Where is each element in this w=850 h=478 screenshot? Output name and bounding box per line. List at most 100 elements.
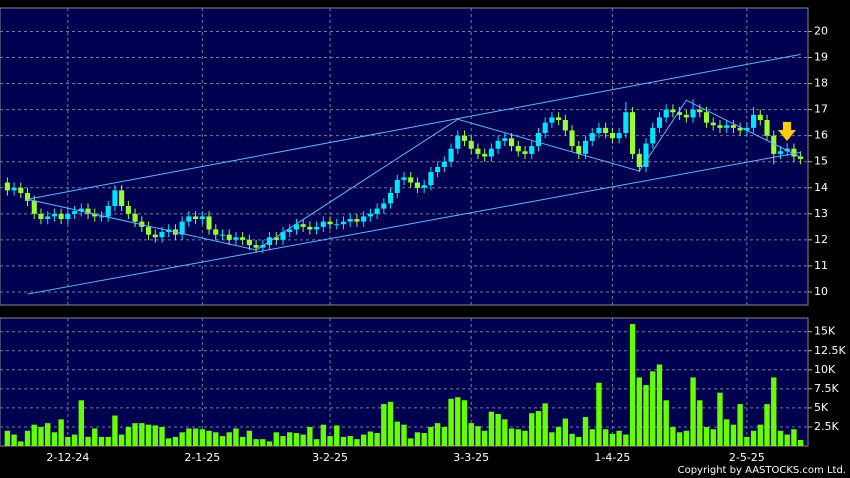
y-tick-label: 11	[814, 259, 828, 272]
volume-bar	[78, 400, 84, 446]
y-tick-label: 19	[814, 51, 828, 64]
y-tick-label: 7.5K	[814, 382, 839, 395]
candle-body	[31, 200, 37, 214]
candle-body	[482, 153, 488, 157]
candle-body	[468, 140, 474, 149]
candle-body	[730, 125, 736, 128]
candle-body	[636, 153, 642, 167]
volume-bar	[502, 419, 508, 446]
candle-body	[327, 221, 333, 225]
volume-bar	[199, 429, 206, 446]
volume-bar	[4, 430, 11, 446]
candle-body	[401, 177, 407, 180]
y-tick-label: 16	[814, 129, 828, 142]
volume-bar	[293, 433, 300, 446]
volume-bar	[300, 434, 306, 446]
candle-body	[4, 182, 10, 191]
candle-body	[132, 213, 138, 222]
candle-body	[65, 213, 71, 220]
volume-bar	[226, 432, 232, 446]
volume-bar	[166, 438, 172, 446]
volume-bar	[757, 424, 763, 446]
candle-body	[381, 203, 387, 209]
candle-body	[340, 221, 347, 225]
volume-bar	[650, 371, 656, 446]
volume-bar	[367, 431, 374, 446]
volume-bar	[266, 441, 273, 446]
arrow-icon	[778, 122, 796, 141]
volume-bar	[522, 430, 528, 446]
candle-body	[475, 148, 481, 154]
volume-bar	[408, 438, 414, 446]
volume-bar	[239, 436, 246, 446]
x-tick-label: 2-5-25	[729, 451, 765, 464]
candle-body	[798, 156, 804, 160]
volume-bar	[448, 398, 454, 446]
volume-bar	[118, 434, 125, 446]
volume-bar	[85, 436, 91, 446]
volume-bar	[797, 439, 804, 446]
candle-body	[105, 206, 111, 217]
volume-bar	[475, 426, 481, 446]
volume-bar	[38, 426, 44, 446]
volume-bar	[360, 434, 367, 446]
volume-bar	[334, 425, 340, 446]
volume-bar	[192, 428, 199, 446]
volume-bar	[629, 324, 636, 446]
candle-body	[710, 122, 716, 126]
volume-bar	[508, 428, 515, 446]
volume-bar	[488, 411, 495, 446]
volume-bar	[663, 400, 669, 446]
candle-body	[441, 161, 447, 167]
candle-body	[556, 117, 562, 121]
y-tick-label: 12.5K	[814, 344, 846, 357]
volume-bar	[461, 400, 468, 446]
candle-body	[522, 151, 528, 154]
candle-body	[11, 187, 17, 191]
volume-bar	[421, 433, 427, 446]
candle-body	[777, 151, 784, 154]
volume-bar	[387, 401, 394, 446]
volume-bar	[374, 433, 380, 446]
volume-bar	[354, 439, 360, 446]
volume-bar	[105, 436, 111, 446]
volume-bar	[555, 426, 562, 446]
volume-bar	[569, 433, 575, 446]
volume-bar	[690, 377, 696, 446]
candle-body	[18, 187, 24, 193]
volume-bar	[724, 419, 730, 446]
candle-body	[724, 125, 730, 128]
candle-body	[388, 192, 394, 204]
candle-body	[677, 112, 683, 115]
candle-body	[240, 237, 246, 240]
candle-body	[98, 216, 105, 218]
volume-bar	[24, 430, 31, 446]
volume-bar	[602, 429, 609, 446]
volume-bar	[656, 364, 663, 446]
volume-bar	[18, 441, 24, 446]
volume-bar	[549, 432, 555, 446]
volume-bar	[784, 434, 790, 446]
candle-body	[119, 190, 125, 206]
volume-bar	[213, 432, 219, 446]
volume-bar	[764, 404, 770, 446]
y-tick-label: 2.5K	[814, 420, 839, 433]
candle-body	[576, 146, 582, 154]
trend-line	[27, 53, 801, 200]
candle-body	[582, 140, 589, 154]
candle-body	[72, 211, 78, 214]
candle-body	[320, 221, 326, 227]
y-tick-label: 12	[814, 233, 828, 246]
candle-body	[273, 237, 279, 240]
volume-bar	[313, 439, 320, 446]
volume-bar	[152, 425, 158, 446]
volume-bar	[434, 423, 441, 446]
volume-bar	[562, 418, 569, 446]
volume-bar	[280, 436, 286, 446]
candle-body	[125, 206, 131, 214]
volume-bar	[468, 423, 474, 446]
volume-bar	[636, 377, 642, 446]
volume-bar	[51, 432, 58, 446]
volume-bar	[381, 404, 387, 446]
candle-body	[219, 234, 226, 236]
